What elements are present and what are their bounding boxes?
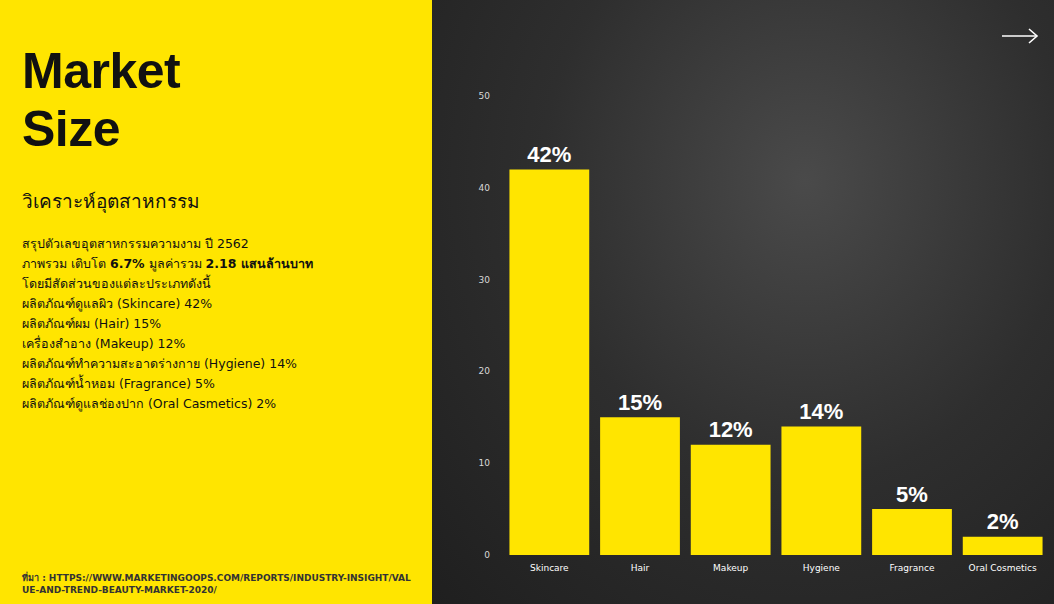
svg-text:12%: 12% [709,417,753,442]
html-text:เครื่องสำอาง (Makeup) 12%: เครื่องสำอาง (Makeup) 12% [22,336,186,351]
svg-text:Hair: Hair [631,563,650,573]
svg-text:2%: 2% [987,509,1019,534]
html-text:ผลิตภัณฑ์น้ำหอม (Fragrance) 5%: ผลิตภัณฑ์น้ำหอม (Fragrance) 5% [22,376,215,391]
svg-text:0: 0 [484,550,490,560]
html-text:สรุปตัวเลขอุตสาหกรรมความงาม ปี: สรุปตัวเลขอุตสาหกรรมความงาม ปี 2562 [22,236,249,251]
html-text:Market: Market [22,43,181,99]
html-text:ภาพรวม เติบโต 6.7% มูลค่ารวม 2: ภาพรวม เติบโต 6.7% มูลค่ารวม 2.18 แสนล้า… [22,256,313,271]
svg-text:42%: 42% [527,142,571,167]
svg-text:Skincare: Skincare [530,563,569,573]
svg-text:Oral Cosmetics: Oral Cosmetics [969,563,1037,573]
html-text:วิเคราะห์อุตสาหกรรม: วิเคราะห์อุตสาหกรรม [22,190,200,212]
html-text:ผลิตภัณฑ์ดูแลช่องปาก (Oral Cas: ผลิตภัณฑ์ดูแลช่องปาก (Oral Casmetics) 2% [22,396,277,411]
svg-text:30: 30 [479,275,491,285]
svg-text:40: 40 [479,183,491,193]
svg-text:Hygiene: Hygiene [803,563,841,573]
svg-text:5%: 5% [896,482,928,507]
svg-text:50: 50 [479,91,491,101]
svg-text:Fragrance: Fragrance [890,563,935,573]
svg-text:20: 20 [479,366,491,376]
svg-text:Makeup: Makeup [713,563,748,573]
html-text:โดยมีสัดส่วนของแต่ละประเภทดังน: โดยมีสัดส่วนของแต่ละประเภทดังนี้ [22,276,211,291]
html-text:ผลิตภัณฑ์ทำความสะอาดร่างกาย (H: ผลิตภัณฑ์ทำความสะอาดร่างกาย (Hygiene) 14… [22,356,297,371]
html-text:ที่มา : HTTPS://WWW.MARKETINGO: ที่มา : HTTPS://WWW.MARKETINGOOPS.COM/RE… [22,573,411,595]
html-text:ผลิตภัณฑ์ดูแลผิว (Skincare) 42: ผลิตภัณฑ์ดูแลผิว (Skincare) 42% [22,296,213,311]
html-text:ผลิตภัณฑ์ผม (Hair) 15%: ผลิตภัณฑ์ผม (Hair) 15% [22,316,162,331]
svg-text:15%: 15% [618,390,662,415]
html-text:Size: Size [22,101,121,157]
svg-text:14%: 14% [799,399,843,424]
svg-text:10: 10 [479,458,491,468]
